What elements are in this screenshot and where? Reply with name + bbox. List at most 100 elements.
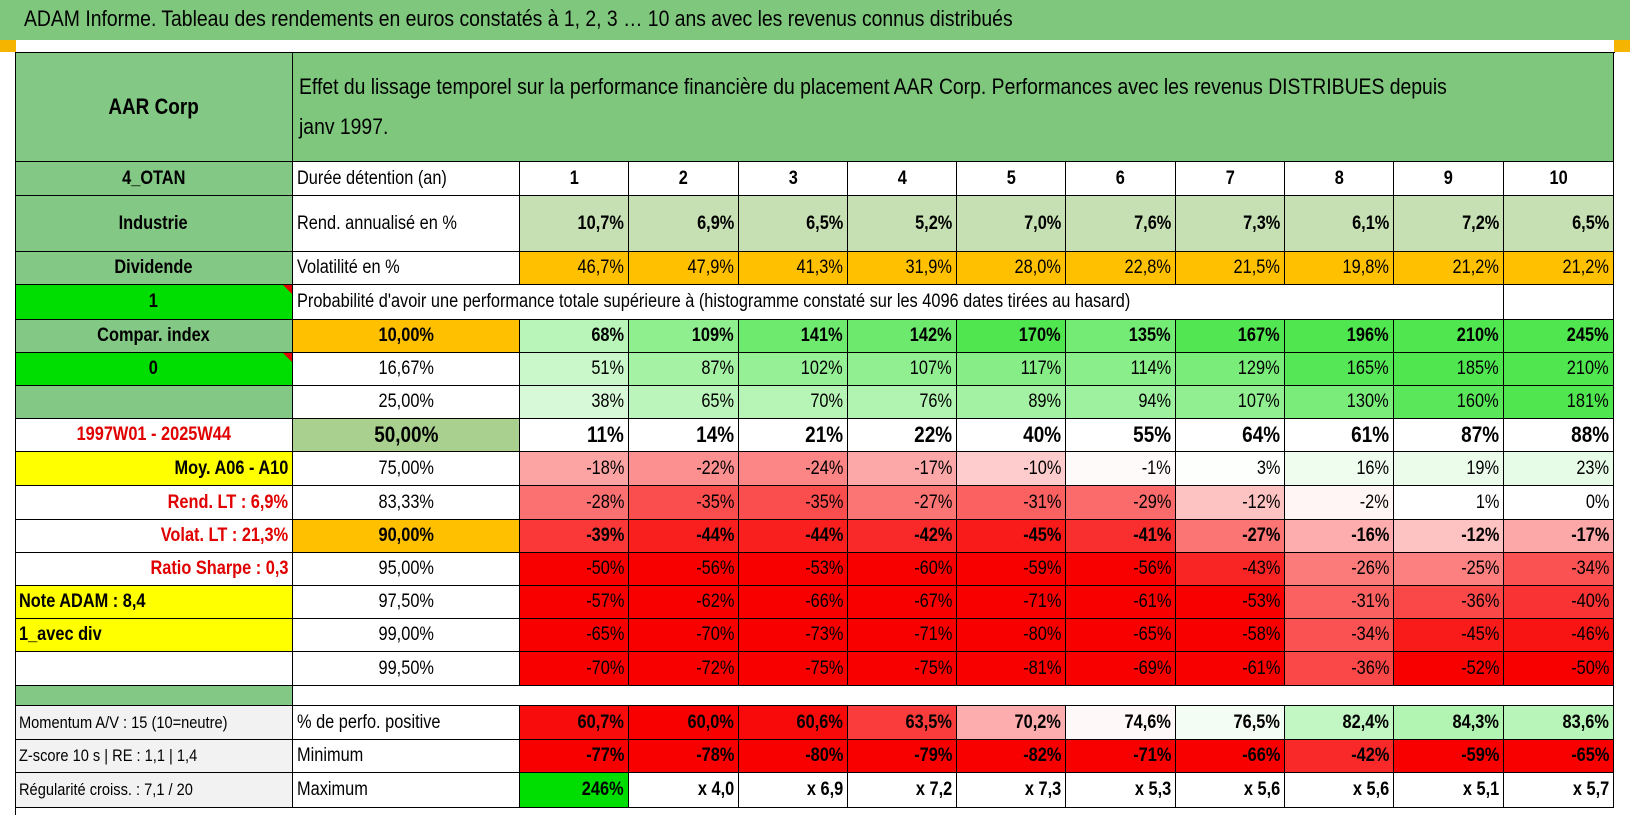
percentile-value: -58% <box>1176 619 1285 652</box>
percentile-value: -16% <box>1285 520 1394 553</box>
bottom-row-label-0: % de perfo. positive <box>293 706 520 740</box>
percentile-value: 170% <box>957 320 1066 353</box>
percentile-value: 160% <box>1394 386 1504 419</box>
percentile-value: 68% <box>520 320 629 353</box>
left-label-0-text: 4_OTAN <box>121 167 186 189</box>
percentile-value-text: -24% <box>804 457 843 479</box>
rend-value-text: 7,6% <box>1133 212 1171 234</box>
percentile-value-text: 22% <box>914 422 952 447</box>
left-label-13-text: 1_avec div <box>19 624 102 645</box>
left-label-7-text: 1997W01 - 2025W44 <box>76 424 231 445</box>
percentile-label: 75,00% <box>293 452 520 486</box>
percentile-value: 1% <box>1394 486 1504 520</box>
percentile-value: -81% <box>957 652 1066 686</box>
percentile-value: -39% <box>520 520 629 553</box>
percentile-value-text: -57% <box>585 591 624 612</box>
percentile-value-text: -34% <box>1350 624 1389 645</box>
percentile-value-text: -34% <box>1570 558 1609 579</box>
percentile-value: 16% <box>1285 452 1394 486</box>
percentile-value: 210% <box>1394 320 1504 353</box>
bottom-value: 70,2% <box>957 706 1066 740</box>
percentile-label: 97,50% <box>293 586 520 619</box>
percentile-value-text: -18% <box>585 457 624 479</box>
percentile-value: -2% <box>1285 486 1394 520</box>
percentile-value-text: 160% <box>1457 391 1499 412</box>
percentile-value: 94% <box>1066 386 1176 419</box>
percentile-value: 117% <box>957 353 1066 386</box>
title-bar: ADAM Informe. Tableau des rendements en … <box>0 0 1630 40</box>
rend-value: 6,9% <box>629 196 739 252</box>
bottom-left-label-1-text: Z-score 10 s | RE : 1,1 | 1,4 <box>19 746 198 765</box>
percentile-value-text: -61% <box>1132 591 1171 612</box>
bottom-value-text: x 7,3 <box>1024 779 1061 800</box>
vol-label: Volatilité en % <box>293 252 520 285</box>
percentile-value-text: -60% <box>913 558 952 579</box>
corner-marker-right <box>1614 40 1630 52</box>
bottom-value-text: 63,5% <box>905 711 952 733</box>
bottom-value-text: -77% <box>585 745 624 766</box>
percentile-value: -36% <box>1285 652 1394 686</box>
percentile-value: 76% <box>848 386 957 419</box>
percentile-value-text: 107% <box>910 358 952 379</box>
percentile-value-text: -39% <box>585 525 624 546</box>
percentile-value: -17% <box>1504 520 1614 553</box>
rend-value-text: 6,5% <box>805 212 843 234</box>
probability-heading: Probabilité d'avoir une performance tota… <box>293 285 1504 320</box>
left-label-14 <box>15 652 293 686</box>
percentile-value: -66% <box>739 586 848 619</box>
bottom-value: -42% <box>1285 740 1394 773</box>
bottom-value: -77% <box>520 740 629 773</box>
year-header-5: 5 <box>957 162 1066 196</box>
percentile-value-text: 210% <box>1567 358 1609 379</box>
header-description-text: Effet du lissage temporel sur la perform… <box>299 73 1447 139</box>
percentile-value-text: -81% <box>1022 657 1061 679</box>
percentile-value-text: 38% <box>591 391 624 412</box>
probability-heading-text: Probabilité d'avoir une performance tota… <box>297 291 1131 312</box>
percentile-value-text: 61% <box>1351 422 1389 447</box>
percentile-value: 0% <box>1504 486 1614 520</box>
percentile-value-text: -53% <box>1241 591 1280 612</box>
percentile-value: -42% <box>848 520 957 553</box>
percentile-value-text: 196% <box>1347 325 1389 346</box>
percentile-value-text: 129% <box>1238 358 1280 379</box>
left-label-0: 4_OTAN <box>15 162 293 196</box>
percentile-value-text: -28% <box>585 491 624 513</box>
bottom-value: 83,6% <box>1504 706 1614 740</box>
percentile-label-text: 99,00% <box>378 624 434 645</box>
bottom-value: -80% <box>739 740 848 773</box>
percentile-value: 21% <box>739 419 848 452</box>
percentile-value: -36% <box>1394 586 1504 619</box>
percentile-value-text: -66% <box>804 591 843 612</box>
duration-label: Durée détention (an) <box>293 162 520 196</box>
left-label-7: 1997W01 - 2025W44 <box>15 419 293 452</box>
percentile-value: 3% <box>1176 452 1285 486</box>
bottom-value-text: -78% <box>695 745 734 766</box>
percentile-value: -22% <box>629 452 739 486</box>
rend-value: 6,1% <box>1285 196 1394 252</box>
bottom-value-text: x 5,1 <box>1462 779 1499 800</box>
vol-value-text: 46,7% <box>577 257 624 278</box>
percentile-value: 167% <box>1176 320 1285 353</box>
percentile-value-text: 135% <box>1129 325 1171 346</box>
vol-value: 46,7% <box>520 252 629 285</box>
bottom-value: x 5,1 <box>1394 773 1504 808</box>
left-label-1: Industrie <box>15 196 293 252</box>
percentile-value: 102% <box>739 353 848 386</box>
bottom-value-text: 74,6% <box>1124 711 1171 733</box>
percentile-label: 50,00% <box>293 419 520 452</box>
rend-label-text: Rend. annualisé en % <box>297 212 457 234</box>
percentile-value: 14% <box>629 419 739 452</box>
percentile-value-text: -53% <box>804 558 843 579</box>
percentile-value: -34% <box>1504 553 1614 586</box>
percentile-value: 135% <box>1066 320 1176 353</box>
percentile-value: 88% <box>1504 419 1614 452</box>
percentile-value-text: 23% <box>1576 457 1609 479</box>
year-header-8-text: 8 <box>1334 167 1344 189</box>
percentile-value-text: -45% <box>1022 525 1061 546</box>
percentile-value-text: 64% <box>1242 422 1280 447</box>
percentile-value-text: -36% <box>1350 657 1389 679</box>
percentile-value: -71% <box>848 619 957 652</box>
percentile-value-text: -40% <box>1570 591 1609 612</box>
left-label-8: Moy. A06 - A10 <box>15 452 293 486</box>
vol-value: 47,9% <box>629 252 739 285</box>
